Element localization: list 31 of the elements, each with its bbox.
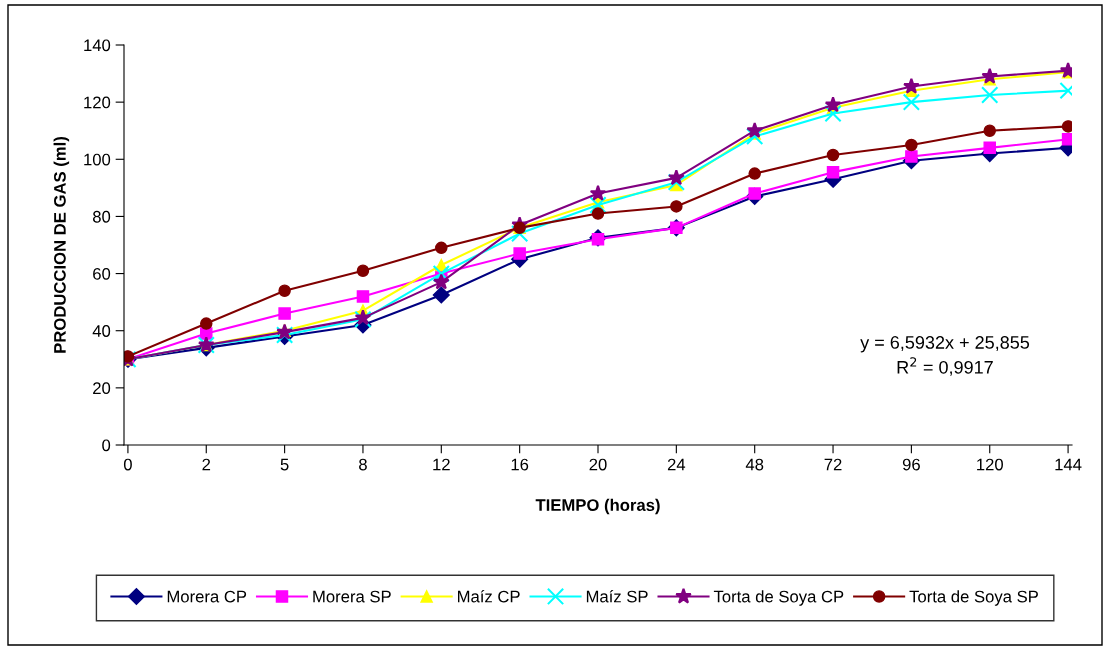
x-tick-label: 8 — [359, 458, 367, 471]
legend-label: Morera CP — [167, 590, 247, 603]
x-tick-label: 20 — [589, 458, 607, 471]
x-tick-label: 5 — [280, 458, 289, 471]
y-tick-label: 140 — [84, 39, 111, 52]
y-axis-title: PRODUCCION DE GAS (ml) — [53, 137, 70, 353]
legend-label: Maíz CP — [458, 590, 520, 603]
y-tick-label: 100 — [84, 153, 111, 166]
legend-label: Maíz SP — [586, 590, 648, 603]
y-tick-label: 120 — [84, 96, 111, 109]
x-tick-label: 0 — [123, 458, 132, 471]
x-tick-label: 72 — [824, 458, 842, 471]
annotation: y = 6,5932x + 25,855 — [860, 336, 1030, 353]
y-tick-label: 60 — [93, 267, 111, 280]
x-axis-title: TIEMPO (horas) — [535, 498, 660, 515]
y-tick-label: 80 — [92, 210, 111, 223]
legend-label: Morera SP — [313, 590, 391, 603]
x-tick-label: 120 — [977, 458, 1003, 471]
y-tick-label: 20 — [93, 382, 111, 395]
x-tick-label: 2 — [202, 458, 211, 471]
x-tick-label: 96 — [902, 458, 920, 471]
x-tick-label: 16 — [511, 458, 529, 471]
y-tick-label: 0 — [102, 439, 111, 452]
x-tick-label: 144 — [1055, 458, 1082, 471]
y-tick-label: 40 — [92, 325, 111, 337]
legend-label: Torta de Soya SP — [909, 590, 1038, 606]
annotation: R$^{2}$ = 0,9917 — [897, 357, 993, 376]
x-tick-label: 24 — [667, 458, 686, 471]
x-tick-label: 12 — [433, 458, 450, 471]
legend-label: Torta de Soya CP — [713, 590, 844, 606]
x-tick-label: 48 — [745, 458, 764, 471]
